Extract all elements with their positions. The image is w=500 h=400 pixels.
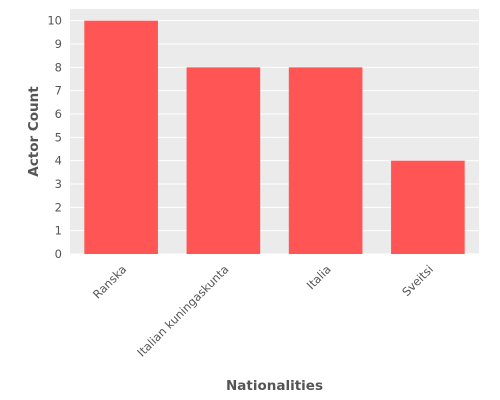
y-tick-label: 4 <box>55 154 62 168</box>
bar <box>186 67 261 254</box>
y-tick-label: 7 <box>55 84 62 98</box>
x-tick-label: Sveitsi <box>399 262 436 299</box>
bar <box>391 160 465 254</box>
y-tick-label: 10 <box>47 14 62 28</box>
bars <box>84 20 465 254</box>
y-tick-label: 0 <box>55 247 62 261</box>
bar <box>84 20 158 254</box>
y-tick-label: 8 <box>55 60 62 74</box>
y-tick-labels: 0 1 2 3 4 5 6 7 8 9 10 <box>47 14 62 261</box>
y-tick-label: 9 <box>55 37 62 51</box>
y-tick-label: 1 <box>55 224 62 238</box>
y-axis-label: Actor Count <box>26 86 42 177</box>
bar <box>288 67 363 254</box>
y-tick-label: 5 <box>55 130 62 144</box>
x-axis-label: Nationalities <box>226 378 323 394</box>
y-tick-label: 3 <box>55 177 62 191</box>
y-tick-label: 6 <box>55 107 62 121</box>
x-tick-label: Italia <box>304 262 334 292</box>
x-tick-labels: Ranska Italian kuningaskunta Italia Sveitsi <box>90 262 436 359</box>
y-tick-label: 2 <box>55 200 62 214</box>
x-tick-label: Ranska <box>90 262 129 301</box>
x-tick-label: Italian kuningaskunta <box>134 262 231 359</box>
